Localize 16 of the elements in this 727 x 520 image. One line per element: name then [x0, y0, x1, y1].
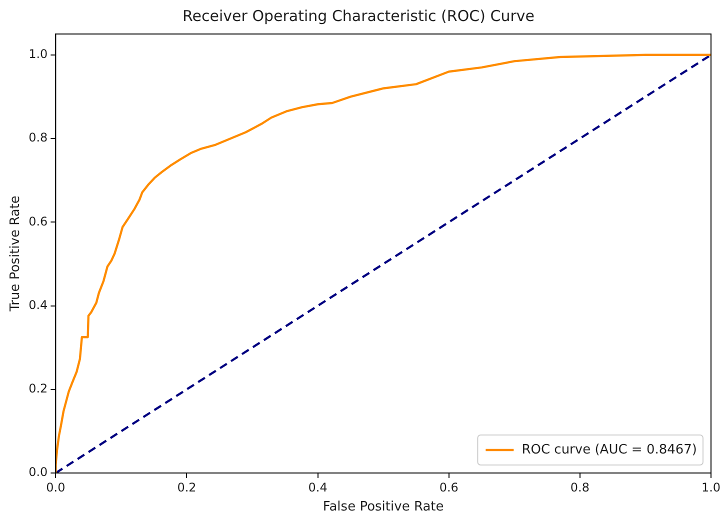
- x-tick-label: 0.8: [570, 480, 590, 494]
- y-tick-label: 0.2: [28, 382, 48, 396]
- x-tick-label: 0.6: [439, 480, 458, 494]
- y-tick-label: 1.0: [28, 47, 48, 62]
- y-tick-label: 0.0: [28, 465, 48, 480]
- y-axis-title: True Positive Rate: [8, 196, 24, 312]
- x-tick-label: 1.0: [701, 480, 721, 494]
- y-tick-label: 0.6: [28, 214, 48, 228]
- y-tick-label: 0.8: [28, 130, 48, 145]
- x-tick-label: 0.0: [46, 480, 66, 494]
- legend-label: ROC curve (AUC = 0.8467): [522, 442, 698, 458]
- chart-title: Receiver Operating Characteristic (ROC) Curve: [182, 6, 534, 25]
- x-tick-label: 0.4: [308, 480, 328, 494]
- y-tick-label: 0.4: [28, 298, 48, 312]
- x-axis-title: False Positive Rate: [322, 500, 444, 515]
- x-tick-label: 0.2: [177, 480, 196, 494]
